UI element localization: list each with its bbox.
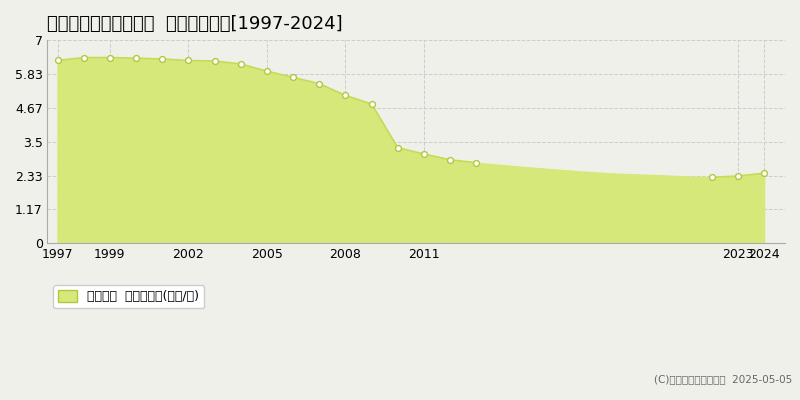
Point — [103, 54, 116, 61]
Text: 上北郡六戸町小松ケ丘  基準地価推移[1997-2024]: 上北郡六戸町小松ケ丘 基準地価推移[1997-2024] — [47, 15, 342, 33]
Point — [286, 74, 299, 80]
Point — [78, 54, 90, 61]
Point — [261, 68, 274, 74]
Point — [208, 58, 221, 64]
Point — [234, 61, 247, 67]
Point — [313, 80, 326, 87]
Point — [444, 156, 457, 163]
Point — [156, 56, 169, 62]
Text: (C)土地価格ドットコム  2025-05-05: (C)土地価格ドットコム 2025-05-05 — [654, 374, 792, 384]
Point — [418, 151, 430, 157]
Point — [731, 173, 744, 179]
Point — [130, 55, 142, 61]
Point — [470, 160, 482, 166]
Point — [182, 57, 194, 64]
Legend: 基準地価  平均坪単価(万円/坪): 基準地価 平均坪単価(万円/坪) — [54, 285, 204, 308]
Point — [51, 57, 64, 64]
Point — [391, 144, 404, 151]
Point — [339, 92, 352, 98]
Point — [706, 174, 718, 180]
Point — [758, 170, 770, 176]
Point — [365, 101, 378, 107]
